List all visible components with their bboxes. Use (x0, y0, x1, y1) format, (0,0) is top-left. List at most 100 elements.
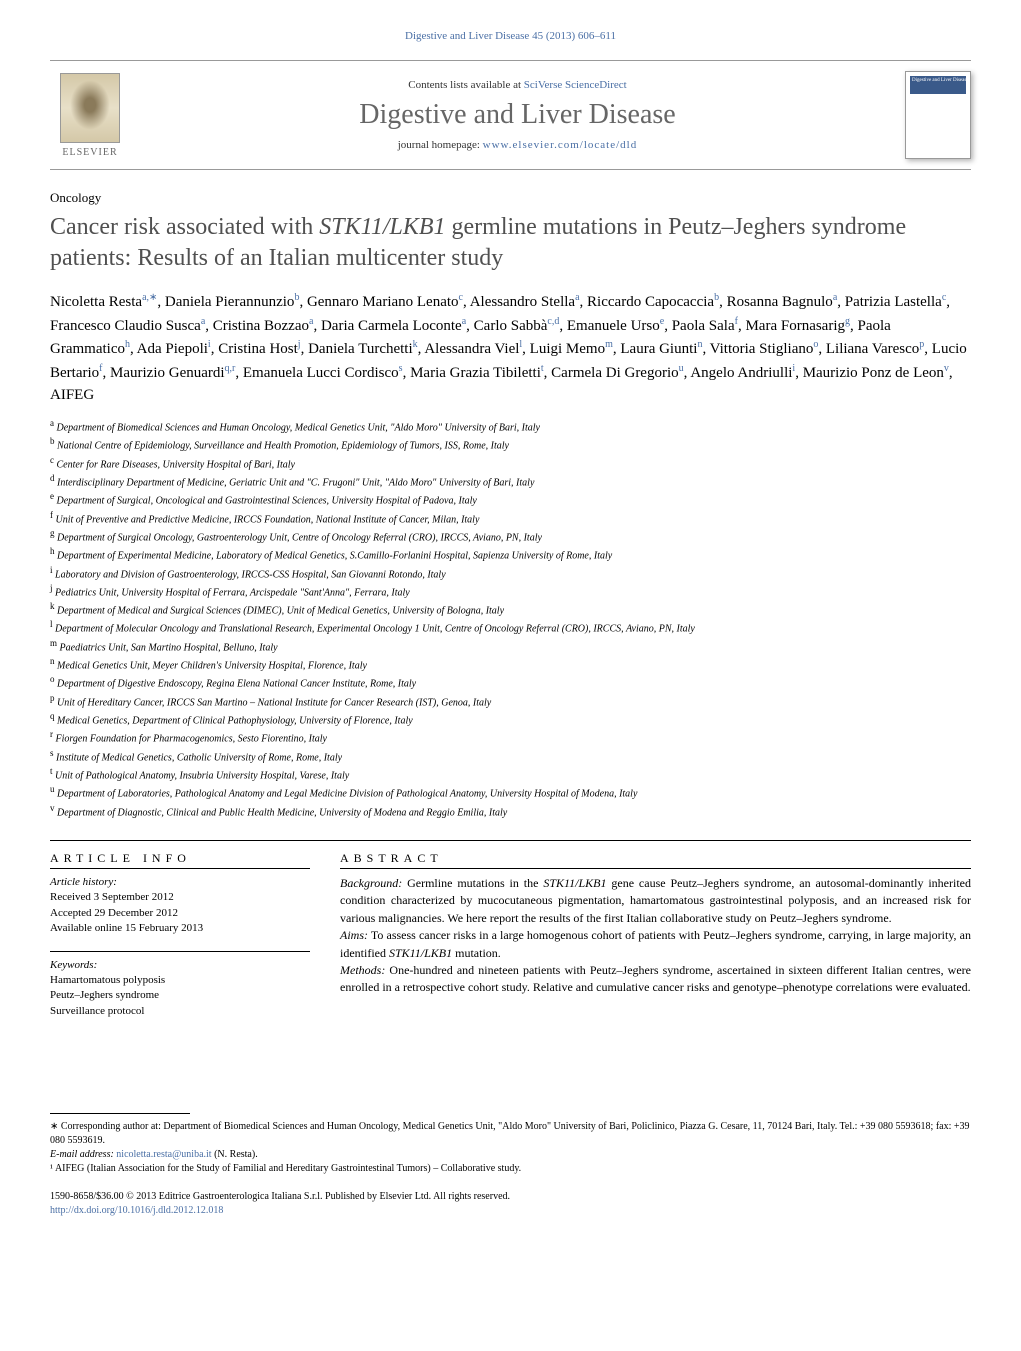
author-separator: , (702, 341, 709, 357)
affiliation: u Department of Laboratories, Pathologic… (50, 783, 971, 801)
author: Laura Giunti (620, 341, 697, 357)
author: Rosanna Bagnulo (727, 294, 833, 310)
affiliation: r Fiorgen Foundation for Pharmacogenomic… (50, 728, 971, 746)
background-label: Background: (340, 876, 402, 890)
author-affiliation-sup: m (605, 339, 613, 350)
author-separator: , (157, 294, 165, 310)
aims-post: mutation. (452, 946, 501, 960)
affiliation-text: National Centre of Epidemiology, Surveil… (55, 441, 509, 452)
article-title: Cancer risk associated with STK11/LKB1 g… (50, 212, 971, 274)
author: Maurizio Genuardi (110, 365, 225, 381)
copyright-line: 1590-8658/$36.00 © 2013 Editrice Gastroe… (50, 1190, 971, 1204)
info-divider (50, 951, 310, 952)
author-separator: , (946, 294, 950, 310)
affiliation: g Department of Surgical Oncology, Gastr… (50, 527, 971, 545)
background-pre: Germline mutations in the (402, 876, 543, 890)
keywords-label: Keywords: (50, 958, 310, 973)
author-separator: , (559, 318, 567, 334)
accepted-date: Accepted 29 December 2012 (50, 906, 310, 921)
affiliation: j Pediatrics Unit, University Hospital o… (50, 582, 971, 600)
author-separator: , (949, 365, 953, 381)
info-divider (50, 868, 310, 869)
email-link[interactable]: nicoletta.resta@uniba.it (116, 1149, 211, 1160)
author: Paola Sala (672, 318, 735, 334)
section-divider (50, 840, 971, 841)
author: Alessandra Viel (424, 341, 519, 357)
affiliation: m Paediatrics Unit, San Martino Hospital… (50, 637, 971, 655)
author: Cristina Host (218, 341, 298, 357)
author-separator: , (818, 341, 826, 357)
affiliation-text: Department of Biomedical Sciences and Hu… (54, 422, 540, 433)
affiliations-list: a Department of Biomedical Sciences and … (50, 417, 971, 820)
author: Maria Grazia Tibiletti (410, 365, 541, 381)
affiliation: n Medical Genetics Unit, Meyer Children'… (50, 655, 971, 673)
banner-center: Contents lists available at SciVerse Sci… (130, 79, 905, 151)
affiliation: h Department of Experimental Medicine, L… (50, 545, 971, 563)
author: Emanuela Lucci Cordisco (243, 365, 399, 381)
author-separator: , (924, 341, 932, 357)
affiliation-text: Department of Surgical Oncology, Gastroe… (55, 532, 542, 543)
section-label: Oncology (50, 190, 971, 206)
author: Daniela Pierannunzio (165, 294, 295, 310)
cover-text: Digestive and Liver Disease (912, 78, 969, 83)
affiliation-text: Department of Surgical, Oncological and … (54, 496, 477, 507)
author: Daniela Turchetti (308, 341, 413, 357)
affiliation-text: Department of Digestive Endoscopy, Regin… (55, 679, 417, 690)
affiliation-text: Medical Genetics, Department of Clinical… (55, 715, 413, 726)
elsevier-tree-icon (60, 73, 120, 143)
email-line: E-mail address: nicoletta.resta@uniba.it… (50, 1148, 971, 1162)
sciencedirect-link[interactable]: SciVerse ScienceDirect (524, 79, 627, 91)
history-label: Article history: (50, 875, 310, 890)
doi-link[interactable]: http://dx.doi.org/10.1016/j.dld.2012.12.… (50, 1205, 223, 1216)
corresponding-author-note: ∗ Corresponding author at: Department of… (50, 1120, 971, 1148)
affiliation-text: Pediatrics Unit, University Hospital of … (53, 587, 410, 598)
journal-cover-thumbnail: Digestive and Liver Disease (905, 71, 971, 159)
keyword: Peutz–Jeghers syndrome (50, 988, 310, 1003)
affiliation-text: Unit of Preventive and Predictive Medici… (53, 514, 479, 525)
affiliation-text: Department of Experimental Medicine, Lab… (55, 551, 613, 562)
author-separator: , (837, 294, 845, 310)
author: AIFEG (50, 387, 94, 403)
affiliation: t Unit of Pathological Anatomy, Insubria… (50, 765, 971, 783)
affiliation: f Unit of Preventive and Predictive Medi… (50, 509, 971, 527)
author: Carmela Di Gregorio (551, 365, 678, 381)
received-date: Received 3 September 2012 (50, 890, 310, 905)
author: Liliana Varesco (826, 341, 919, 357)
affiliation-text: Interdisciplinary Department of Medicine… (55, 477, 535, 488)
journal-banner: ELSEVIER Contents lists available at Sci… (50, 60, 971, 170)
author: Francesco Claudio Susca (50, 318, 201, 334)
contents-prefix: Contents lists available at (408, 79, 523, 91)
abstract-column: ABSTRACT Background: Germline mutations … (340, 851, 971, 1033)
author-separator: , (235, 365, 243, 381)
citation-header: Digestive and Liver Disease 45 (2013) 60… (50, 30, 971, 42)
affiliation-text: Department of Molecular Oncology and Tra… (53, 624, 695, 635)
contents-line: Contents lists available at SciVerse Sci… (130, 79, 905, 91)
aifeg-note: ¹ AIFEG (Italian Association for the Stu… (50, 1162, 971, 1176)
author-affiliation-sup: a,∗ (142, 292, 157, 303)
author-separator: , (103, 365, 111, 381)
affiliation: d Interdisciplinary Department of Medici… (50, 472, 971, 490)
abstract-divider (340, 868, 971, 869)
author-separator: , (463, 294, 470, 310)
online-date: Available online 15 February 2013 (50, 921, 310, 936)
author: Ada Piepoli (137, 341, 208, 357)
author: Riccardo Capocaccia (587, 294, 714, 310)
author-separator: , (299, 294, 307, 310)
author-separator: , (466, 318, 474, 334)
affiliation: a Department of Biomedical Sciences and … (50, 417, 971, 435)
affiliation: v Department of Diagnostic, Clinical and… (50, 802, 971, 820)
author-separator: , (719, 294, 727, 310)
author: Vittoria Stigliano (710, 341, 814, 357)
author: Patrizia Lastella (845, 294, 942, 310)
elsevier-label: ELSEVIER (62, 147, 117, 158)
article-info-column: ARTICLE INFO Article history: Received 3… (50, 851, 310, 1033)
author-separator: , (313, 318, 321, 334)
keyword: Surveillance protocol (50, 1004, 310, 1019)
affiliation-text: Center for Rare Diseases, University Hos… (54, 459, 295, 470)
author: Gennaro Mariano Lenato (307, 294, 459, 310)
affiliation-text: Unit of Hereditary Cancer, IRCCS San Mar… (55, 697, 492, 708)
methods-label: Methods: (340, 963, 385, 977)
homepage-link[interactable]: www.elsevier.com/locate/dld (483, 139, 638, 151)
email-label: E-mail address: (50, 1149, 116, 1160)
affiliation: l Department of Molecular Oncology and T… (50, 618, 971, 636)
